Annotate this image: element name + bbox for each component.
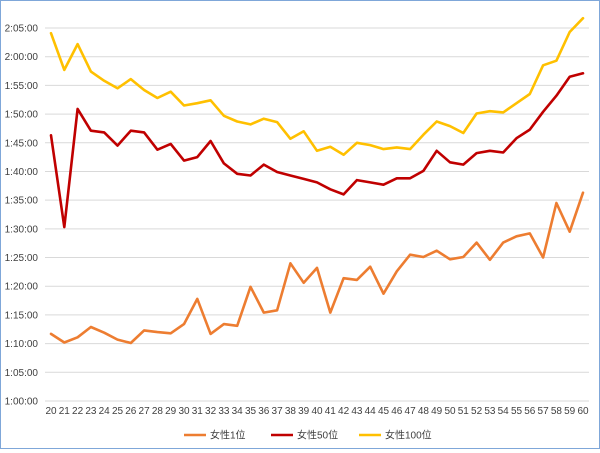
x-tick-label: 52 [471, 406, 483, 417]
y-tick-label: 1:40:00 [5, 167, 39, 178]
x-tick-label: 53 [484, 406, 496, 417]
x-tick-label: 44 [365, 406, 377, 417]
x-tick-label: 21 [59, 406, 71, 417]
x-tick-label: 40 [311, 406, 323, 417]
x-tick-label: 20 [45, 406, 57, 417]
x-tick-label: 34 [232, 406, 244, 417]
x-tick-label: 51 [458, 406, 470, 417]
x-tick-label: 24 [99, 406, 111, 417]
x-tick-label: 42 [338, 406, 350, 417]
x-tick-label: 37 [272, 406, 284, 417]
x-tick-label: 43 [351, 406, 363, 417]
x-tick-label: 27 [139, 406, 151, 417]
y-axis-ticks: 1:00:00 1:05:00 1:10:00 1:15:00 1:20:00 1:25:… [5, 24, 39, 408]
x-tick-label: 49 [431, 406, 443, 417]
x-tick-label: 32 [205, 406, 217, 417]
legend: 女性1位 女性50位 女性100位 [184, 429, 432, 442]
y-tick-label: 1:20:00 [5, 282, 39, 293]
legend-label: 女性1位 [210, 429, 246, 442]
y-tick-label: 1:10:00 [5, 339, 39, 350]
x-tick-label: 58 [551, 406, 563, 417]
x-tick-label: 38 [285, 406, 297, 417]
y-tick-label: 1:35:00 [5, 196, 39, 207]
x-tick-label: 28 [152, 406, 164, 417]
x-tick-label: 39 [298, 406, 310, 417]
x-tick-label: 55 [511, 406, 523, 417]
y-tick-label: 1:55:00 [5, 81, 39, 92]
legend-label: 女性50位 [297, 429, 338, 442]
y-tick-label: 1:15:00 [5, 310, 39, 321]
y-tick-label: 1:25:00 [5, 253, 39, 264]
x-tick-label: 25 [112, 406, 124, 417]
x-tick-label: 59 [564, 406, 576, 417]
x-tick-label: 29 [165, 406, 177, 417]
gridlines [45, 27, 589, 402]
x-tick-label: 31 [192, 406, 204, 417]
x-tick-label: 30 [178, 406, 190, 417]
series-line [49, 72, 585, 229]
x-tick-label: 47 [405, 406, 417, 417]
series-line [49, 191, 585, 345]
x-tick-label: 26 [125, 406, 137, 417]
x-axis-ticks: 20 21 22 23 24 25 26 27 28 29 30 31 32 33 34 35 36 37 38 39… [45, 406, 589, 417]
series-lines [49, 16, 585, 345]
x-tick-label: 48 [418, 406, 430, 417]
x-tick-label: 46 [391, 406, 403, 417]
x-tick-label: 36 [258, 406, 270, 417]
x-tick-label: 35 [245, 406, 257, 417]
x-tick-label: 45 [378, 406, 390, 417]
x-tick-label: 50 [444, 406, 456, 417]
x-tick-label: 23 [85, 406, 97, 417]
y-tick-label: 1:45:00 [5, 138, 39, 149]
y-tick-label: 1:50:00 [5, 110, 39, 121]
y-tick-label: 1:30:00 [5, 224, 39, 235]
y-tick-label: 2:05:00 [5, 24, 39, 35]
x-tick-label: 22 [72, 406, 84, 417]
x-tick-label: 60 [577, 406, 589, 417]
legend-label: 女性100位 [385, 429, 432, 442]
x-tick-label: 41 [325, 406, 337, 417]
series-line [49, 16, 585, 157]
x-tick-label: 56 [524, 406, 536, 417]
x-tick-label: 57 [538, 406, 550, 417]
y-tick-label: 1:05:00 [5, 368, 39, 379]
y-tick-label: 2:00:00 [5, 52, 39, 63]
x-tick-label: 33 [218, 406, 230, 417]
x-tick-label: 54 [498, 406, 510, 417]
y-tick-label: 1:00:00 [5, 397, 39, 408]
